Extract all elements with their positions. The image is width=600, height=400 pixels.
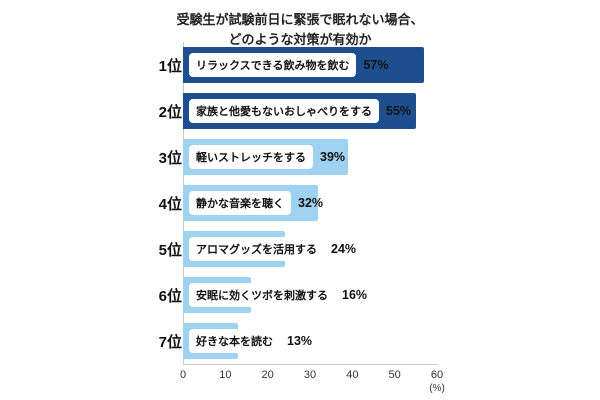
rank-label: 5位 bbox=[158, 241, 182, 259]
x-axis-ticks: 0 10 20 30 40 50 60 bbox=[179, 369, 443, 383]
bar-row: 7位 好きな本を読む 13% bbox=[140, 318, 437, 364]
bar-row: 1位 リラックスできる飲み物を飲む 57% bbox=[140, 42, 437, 88]
bar-label-overlay: リラックスできる飲み物を飲む 57% bbox=[189, 42, 388, 88]
rank-label: 1位 bbox=[158, 57, 182, 75]
bar-label-overlay: 家族と他愛もないおしゃべりをする 55% bbox=[189, 88, 411, 134]
bar-category-chip: 好きな本を読む bbox=[189, 329, 280, 353]
rank-label: 6位 bbox=[158, 287, 182, 305]
chart-title: 受験生が試験前日に緊張で眠れない場合、 どのような対策が有効か bbox=[0, 10, 600, 49]
bar-row: 3位 軽いストレッチをする 39% bbox=[140, 134, 437, 180]
bar-label-overlay: 静かな音楽を聴く 32% bbox=[189, 180, 323, 226]
bar-label-overlay: 安眠に効くツボを刺激する 16% bbox=[189, 272, 367, 318]
rank-label: 3位 bbox=[158, 149, 182, 167]
bar-category-chip: 静かな音楽を聴く bbox=[189, 191, 291, 215]
bar-category-chip: 安眠に効くツボを刺激する bbox=[189, 283, 335, 307]
bar-category-chip: 家族と他愛もないおしゃべりをする bbox=[189, 99, 379, 123]
bar-rows: 1位 リラックスできる飲み物を飲む 57% 2位 家族と他愛もないおしゃべりをする 55%… bbox=[140, 42, 437, 364]
bar-category-chip: リラックスできる飲み物を飲む bbox=[189, 53, 357, 77]
bar-category-chip: アロマグッズを活用する bbox=[189, 237, 324, 261]
bar-zone: 好きな本を読む 13% bbox=[183, 318, 437, 364]
bar-value-label: 24% bbox=[331, 242, 357, 256]
rank-label: 4位 bbox=[158, 195, 182, 213]
x-axis-tick-label: 30 bbox=[303, 369, 317, 381]
bar-row: 6位 安眠に効くツボを刺激する 16% bbox=[140, 272, 437, 318]
bar-value-label: 13% bbox=[287, 334, 313, 348]
bar-zone: リラックスできる飲み物を飲む 57% bbox=[183, 42, 437, 88]
rank-label: 2位 bbox=[158, 103, 182, 121]
bar-row: 4位 静かな音楽を聴く 32% bbox=[140, 180, 437, 226]
chart-title-line1: 受験生が試験前日に緊張で眠れない場合、 bbox=[176, 12, 424, 27]
bar-row: 5位 アロマグッズを活用する 24% bbox=[140, 226, 437, 272]
bar-label-overlay: アロマグッズを活用する 24% bbox=[189, 226, 356, 272]
bar-value-label: 55% bbox=[386, 104, 412, 118]
x-axis-tick-label: 40 bbox=[346, 369, 359, 381]
bar-category-chip: 軽いストレッチをする bbox=[189, 145, 313, 169]
bar-label-overlay: 好きな本を読む 13% bbox=[189, 318, 312, 364]
bar-value-label: 39% bbox=[320, 150, 346, 164]
bar-label-overlay: 軽いストレッチをする 39% bbox=[189, 134, 345, 180]
bar-value-label: 16% bbox=[342, 288, 368, 302]
x-axis-unit-label: (%) bbox=[429, 383, 445, 394]
x-axis-tick-label: 60 bbox=[430, 369, 444, 381]
bar-value-label: 32% bbox=[298, 196, 324, 210]
x-axis-line bbox=[183, 364, 438, 365]
x-axis-tick-label: 20 bbox=[261, 369, 274, 381]
x-axis-tick-label: 50 bbox=[388, 369, 401, 381]
bar-zone: 軽いストレッチをする 39% bbox=[183, 134, 437, 180]
bar-zone: 安眠に効くツボを刺激する 16% bbox=[183, 272, 437, 318]
x-axis-tick-label: 0 bbox=[179, 369, 187, 381]
bar-value-label: 57% bbox=[363, 58, 389, 72]
bar-row: 2位 家族と他愛もないおしゃべりをする 55% bbox=[140, 88, 437, 134]
chart-title-line2: どのような対策が有効か bbox=[228, 31, 372, 47]
rank-label: 7位 bbox=[158, 333, 182, 351]
x-axis-tick-label: 10 bbox=[219, 369, 232, 381]
bar-zone: 静かな音楽を聴く 32% bbox=[183, 180, 437, 226]
bar-zone: アロマグッズを活用する 24% bbox=[183, 226, 437, 272]
bar-zone: 家族と他愛もないおしゃべりをする 55% bbox=[183, 88, 437, 134]
